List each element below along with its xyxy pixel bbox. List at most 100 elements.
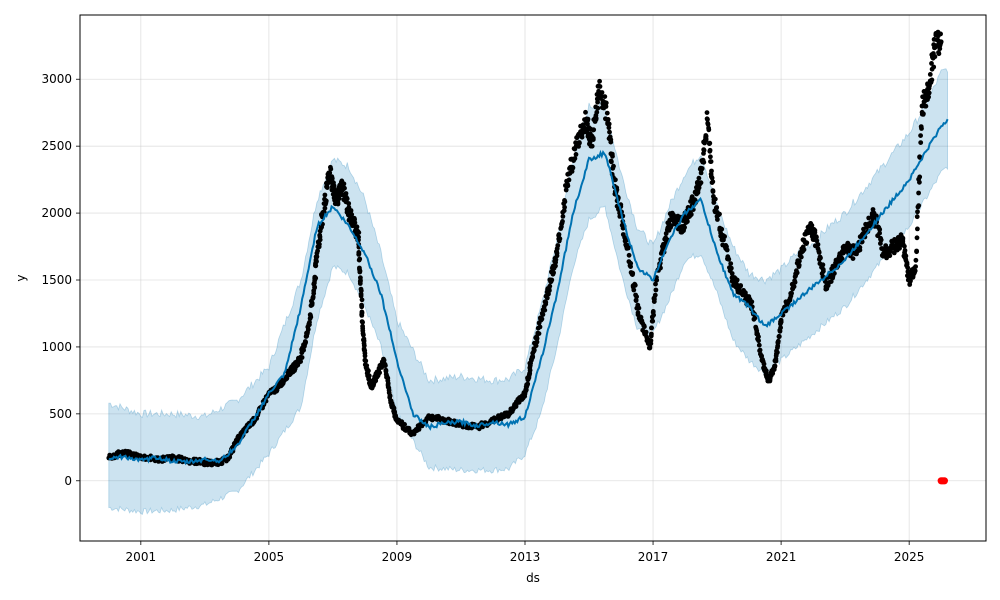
observed-point [722,234,727,239]
observed-point [705,120,711,126]
y-tick-label: 2000 [41,206,72,220]
y-tick-label: 0 [64,474,72,488]
observed-point [358,286,364,292]
observed-point [738,283,743,288]
observed-point [698,180,704,186]
observed-point [609,159,614,165]
observed-point [917,179,922,185]
observed-point [857,245,863,250]
observed-point [219,461,225,466]
observed-point [917,174,923,180]
observed-point [366,368,371,374]
observed-point [305,327,311,332]
observed-point [776,333,782,339]
observed-point [877,230,882,236]
x-tick-label: 2009 [382,550,413,564]
observed-point [356,234,361,240]
observed-point [585,118,591,123]
observed-point [322,192,328,198]
observed-point [650,318,656,324]
observed-point [874,213,879,219]
observed-point [937,46,943,52]
observed-point [902,248,908,253]
observed-point [555,243,561,248]
observed-point [719,237,725,243]
observed-point [547,288,552,293]
observed-point [643,329,649,335]
observed-point [756,338,761,344]
observed-point [706,127,712,133]
observed-point [313,275,319,281]
observed-point [630,270,636,276]
observed-point [701,159,707,165]
observed-point [310,294,316,300]
observed-point [927,72,933,77]
y-tick-label: 3000 [41,72,72,86]
observed-point [696,175,702,181]
y-tick-label: 1500 [41,273,72,287]
observed-point [359,302,364,308]
observed-point [801,247,807,253]
observed-point [362,353,368,359]
observed-point [820,262,826,268]
observed-point [756,334,761,340]
observed-point [317,241,322,247]
observed-point [913,257,919,263]
observed-point [543,299,549,305]
observed-point [314,254,320,259]
observed-point [572,156,578,161]
observed-point [562,204,567,210]
observed-point [611,163,616,169]
observed-point [593,115,599,121]
observed-point [905,265,911,271]
observed-point [792,279,798,285]
observed-point [914,214,920,220]
observed-point [358,291,364,297]
observed-point [796,262,802,268]
observed-point [547,283,553,289]
observed-point [668,223,674,229]
observed-point [632,282,638,288]
observed-point [916,190,921,196]
observed-point [728,261,734,266]
observed-point [777,328,783,334]
y-tick-label: 1000 [41,340,72,354]
observed-point [549,277,555,283]
observed-point [870,207,876,212]
observed-point [608,139,614,145]
observed-point [926,90,932,96]
observed-point [602,94,608,99]
observed-point [613,177,618,183]
observed-point [649,331,654,337]
observed-point [804,240,810,246]
observed-point [877,227,883,232]
observed-point [653,287,659,293]
observed-point [915,226,920,232]
observed-point [336,196,342,202]
observed-point [682,225,687,230]
x-tick-label: 2025 [894,550,925,564]
observed-point [891,250,897,256]
observed-point [650,310,656,315]
observed-point [778,325,783,331]
observed-point [591,127,597,133]
observed-point [628,261,634,266]
observed-point [757,347,763,353]
observed-point [626,252,632,258]
observed-point [654,277,660,283]
observed-point [715,217,720,222]
observed-point [603,104,609,109]
observed-point [556,232,562,237]
observed-point [701,147,707,153]
observed-point [553,257,559,263]
observed-point [839,256,845,262]
observed-point [383,368,389,374]
observed-point [565,183,571,189]
observed-point [649,325,654,331]
observed-point [544,295,550,301]
observed-point [352,220,358,226]
observed-point [625,245,631,251]
observed-point [647,345,653,351]
observed-point [916,203,922,209]
observed-point [570,165,576,171]
